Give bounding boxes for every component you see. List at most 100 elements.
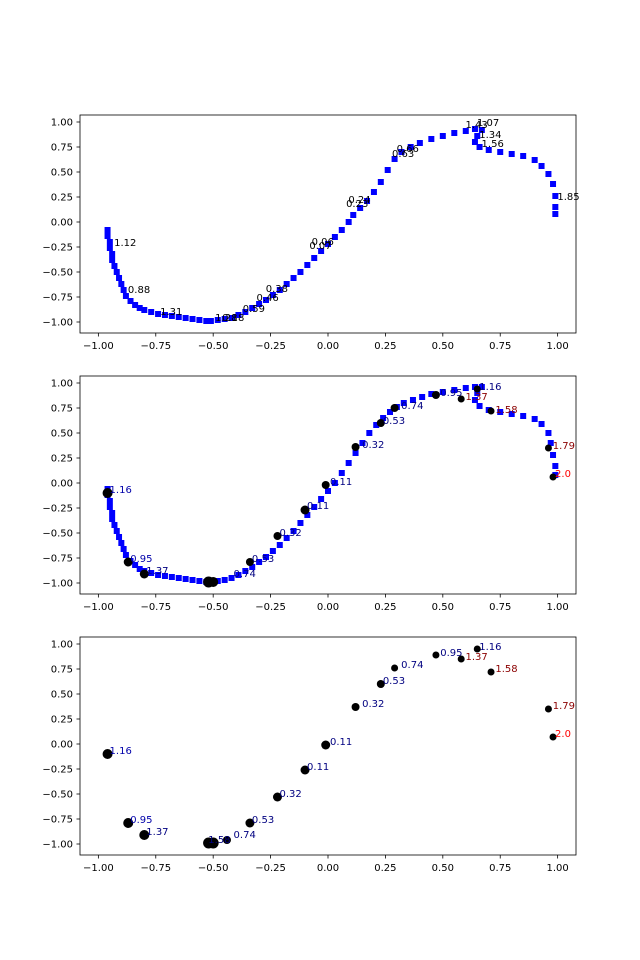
- data-label: 1.16: [110, 746, 132, 757]
- data-point-square: [203, 318, 210, 324]
- data-label: 0.11: [307, 762, 329, 773]
- data-point-square: [409, 397, 416, 403]
- data-point-circle: [544, 705, 552, 713]
- data-point-square: [398, 149, 405, 155]
- data-label: 1.58: [495, 664, 517, 675]
- data-point-circle: [245, 818, 255, 828]
- data-point-square: [116, 534, 123, 540]
- x-tick-label: −1.00: [83, 863, 114, 874]
- y-tick-label: −1.00: [42, 840, 73, 851]
- data-point-square: [338, 227, 345, 233]
- data-point-square: [357, 205, 364, 211]
- data-point-circle: [457, 655, 465, 663]
- data-point-circle: [272, 792, 282, 802]
- y-tick-label: 1.00: [51, 640, 73, 651]
- y-tick-label: −0.50: [42, 268, 73, 279]
- data-label: 0.11: [330, 737, 352, 748]
- data-point-square: [104, 233, 111, 239]
- data-point-square: [478, 127, 485, 133]
- data-label: 0.53: [383, 416, 405, 427]
- data-point-square: [161, 312, 168, 318]
- data-point-circle: [487, 668, 495, 676]
- data-point-circle: [473, 385, 481, 393]
- data-point-square: [531, 157, 538, 163]
- data-label: 1.37: [146, 827, 168, 838]
- data-point-square: [132, 562, 139, 568]
- x-tick-label: −0.50: [198, 863, 229, 874]
- data-point-square: [132, 302, 139, 308]
- data-point-square: [155, 311, 162, 317]
- x-tick-label: −0.50: [198, 602, 229, 613]
- data-point-square: [196, 317, 203, 323]
- data-point-square: [380, 415, 387, 421]
- x-tick-label: −0.75: [140, 863, 171, 874]
- data-point-circle: [139, 830, 150, 840]
- x-tick-label: 0.25: [374, 863, 396, 874]
- data-label: 0.74: [234, 830, 256, 841]
- data-point-square: [359, 440, 366, 446]
- data-point-square: [345, 219, 352, 225]
- data-label: 0.32: [279, 528, 301, 539]
- x-tick-label: 0.75: [489, 341, 511, 352]
- data-point-square: [136, 305, 143, 311]
- data-label: 1.31: [160, 307, 182, 318]
- data-point-circle: [208, 577, 219, 587]
- y-tick-label: −0.75: [42, 554, 73, 565]
- data-point-square: [104, 227, 111, 233]
- data-point-square: [485, 147, 492, 153]
- data-point-circle: [102, 749, 113, 759]
- data-point-square: [249, 564, 256, 570]
- data-point-square: [311, 255, 318, 261]
- data-point-square: [462, 128, 469, 134]
- y-tick-label: −1.00: [42, 318, 73, 329]
- data-point-square: [474, 390, 481, 396]
- data-point-square: [547, 440, 554, 446]
- data-point-square: [325, 241, 331, 247]
- data-point-circle: [376, 419, 385, 427]
- data-point-circle: [123, 818, 134, 828]
- x-tick-label: −1.00: [83, 341, 114, 352]
- data-point-square: [304, 512, 311, 518]
- data-label: 1.16: [110, 485, 132, 496]
- data-point-square: [476, 403, 483, 409]
- data-point-square: [276, 542, 283, 548]
- data-label: 0.23: [346, 199, 368, 210]
- data-point-square: [175, 314, 182, 320]
- x-tick-label: 0.50: [432, 341, 454, 352]
- data-label: 1.12: [114, 238, 136, 249]
- data-label: 2.0: [555, 469, 571, 480]
- data-point-square: [552, 211, 559, 217]
- data-label: 0.38: [266, 284, 288, 295]
- data-label: 0.32: [279, 789, 301, 800]
- data-point-square: [269, 292, 276, 298]
- data-point-square: [331, 480, 338, 486]
- x-tick-label: 1.00: [546, 863, 568, 874]
- data-point-square: [113, 269, 120, 275]
- data-point-square: [400, 400, 407, 406]
- data-point-square: [318, 496, 325, 502]
- series-1: [104, 126, 559, 324]
- data-label: 1.79: [553, 441, 575, 452]
- data-point-square: [497, 149, 504, 155]
- data-label: 0.11: [307, 501, 329, 512]
- data-point-square: [242, 309, 249, 315]
- data-point-square: [109, 251, 116, 257]
- data-point-square: [531, 416, 538, 422]
- y-tick-label: 0.50: [51, 690, 73, 701]
- data-point-square: [256, 559, 263, 565]
- data-point-square: [136, 566, 143, 572]
- data-point-circle: [376, 680, 385, 688]
- data-point-square: [352, 450, 359, 456]
- y-tick-label: 0.00: [51, 218, 73, 229]
- data-point-square: [428, 136, 435, 142]
- data-point-square: [552, 463, 559, 469]
- data-point-square: [106, 245, 113, 251]
- data-point-square: [471, 126, 478, 132]
- data-point-circle: [139, 569, 149, 579]
- data-point-circle: [549, 733, 557, 741]
- data-label: 0.66: [397, 144, 419, 155]
- data-point-square: [120, 287, 127, 293]
- data-label: 1.79: [553, 701, 575, 712]
- data-point-square: [249, 305, 256, 311]
- data-point-square: [538, 163, 545, 169]
